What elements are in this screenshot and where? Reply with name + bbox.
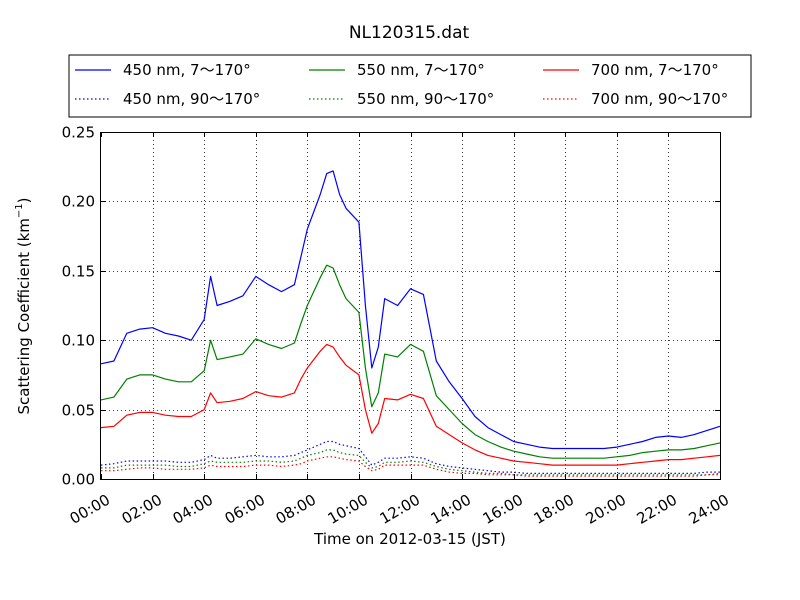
x-tick-label: 04:00 bbox=[170, 491, 216, 528]
legend-label-5: 700 nm, 90～170° bbox=[591, 90, 728, 108]
series-line-1 bbox=[100, 440, 720, 474]
y-axis-label-main: Scattering Coefficient (km bbox=[15, 218, 33, 414]
y-tick-label: 0.05 bbox=[62, 402, 95, 420]
legend-label-0: 450 nm, 7～170° bbox=[123, 61, 251, 79]
y-axis-label: Scattering Coefficient (km−1) bbox=[14, 197, 33, 414]
series-line-0 bbox=[100, 170, 721, 450]
y-axis-label-close: ) bbox=[15, 197, 33, 203]
x-tick-label: 14:00 bbox=[428, 491, 474, 528]
chart-title: NL120315.dat bbox=[349, 23, 470, 43]
x-tick-label: 22:00 bbox=[634, 491, 680, 528]
x-tick-label: 24:00 bbox=[686, 491, 732, 528]
x-tick-label: 12:00 bbox=[377, 491, 423, 528]
y-axis: 0.00 0.05 0.10 0.15 0.20 0.25 bbox=[62, 124, 720, 489]
y-tick-label: 0.10 bbox=[62, 332, 95, 350]
x-axis-label: Time on 2012-03-15 (JST) bbox=[313, 530, 506, 548]
plot-frame bbox=[100, 132, 721, 480]
grid bbox=[101, 132, 720, 479]
legend-label-2: 550 nm, 7～170° bbox=[357, 61, 485, 79]
y-tick-label: 0.15 bbox=[62, 263, 95, 281]
y-tick-label: 0.25 bbox=[62, 124, 95, 142]
x-tick-label: 08:00 bbox=[273, 491, 319, 528]
legend-label-1: 450 nm, 90～170° bbox=[123, 90, 260, 108]
legend: 450 nm, 7～170° 450 nm, 90～170° 550 nm, 7～1… bbox=[68, 54, 752, 118]
legend-label-3: 550 nm, 90～170° bbox=[357, 90, 494, 108]
x-tick-label: 20:00 bbox=[583, 491, 629, 528]
x-axis: 00:00 02:00 04:00 06:00 08:00 10:00 12:00 14:00… bbox=[67, 132, 732, 528]
x-tick-label: 00:00 bbox=[67, 491, 113, 528]
legend-label-4: 700 nm, 7～170° bbox=[591, 61, 719, 79]
legend-box bbox=[68, 54, 752, 118]
series-line-4 bbox=[100, 343, 721, 466]
x-tick-label: 16:00 bbox=[480, 491, 526, 528]
series-line-2 bbox=[100, 264, 721, 459]
x-tick-label: 10:00 bbox=[325, 491, 371, 528]
x-tick-label: 02:00 bbox=[119, 491, 165, 528]
y-tick-label: 0.20 bbox=[62, 193, 95, 211]
y-axis-label-exp: −1 bbox=[14, 203, 25, 218]
x-tick-label: 06:00 bbox=[222, 491, 268, 528]
y-tick-label: 0.00 bbox=[62, 471, 95, 489]
x-tick-label: 18:00 bbox=[531, 491, 577, 528]
series-layer bbox=[100, 170, 721, 477]
